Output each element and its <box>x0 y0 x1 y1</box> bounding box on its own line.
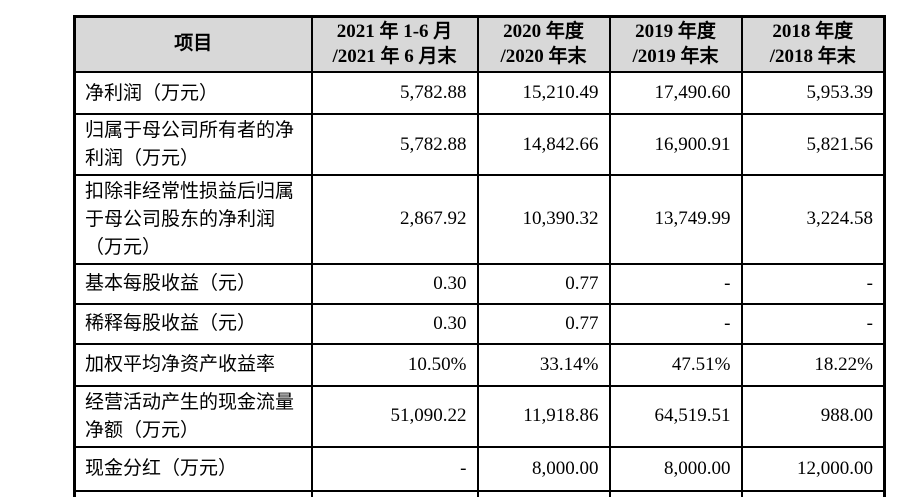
row-label: 经营活动产生的现金流量净额（万元） <box>73 385 313 449</box>
cell-value: 11,918.86 <box>476 385 611 449</box>
cell-value: 0.30 <box>310 303 479 346</box>
cell-value: 0.30 <box>310 263 479 306</box>
row-label: 归属于母公司所有者的净利润（万元） <box>73 113 313 177</box>
table-row-net-profit-excl-nonrecurring: 扣除非经常性损益后归属于母公司股东的净利润（万元） 2,867.92 10,39… <box>73 174 886 266</box>
cell-value: - <box>608 303 743 346</box>
cell-value: 3,224.58 <box>740 174 886 266</box>
table-header-row: 项目 2021 年 1-6 月 /2021 年 6 月末 2020 年度 /20… <box>73 15 886 74</box>
row-label: 基本每股收益（元） <box>73 263 313 306</box>
row-label: 现金分红（万元） <box>73 446 313 493</box>
cell-value: 64,519.51 <box>608 385 743 449</box>
cell-value: - <box>740 263 886 306</box>
row-label: 扣除非经常性损益后归属于母公司股东的净利润（万元） <box>73 174 313 266</box>
row-label: 稀释每股收益（元） <box>73 303 313 346</box>
cell-value: 51,090.22 <box>310 385 479 449</box>
cell-value: 0.77 <box>476 263 611 306</box>
cell-value: 13,749.99 <box>608 174 743 266</box>
table-row-diluted-eps: 稀释每股收益（元） 0.30 0.77 - - <box>73 303 886 346</box>
column-header-2018: 2018 年度 /2018 年末 <box>740 15 886 74</box>
column-header-2020: 2020 年度 /2020 年末 <box>476 15 611 74</box>
cell-value: 12,000.00 <box>740 446 886 493</box>
cell-value: 16,900.91 <box>608 113 743 177</box>
cell-value: 10.50% <box>310 343 479 388</box>
cell-value: - <box>608 263 743 306</box>
cell-value: 15,210.49 <box>476 71 611 116</box>
row-label: 加权平均净资产收益率 <box>73 343 313 388</box>
table-row-operating-cash-flow: 经营活动产生的现金流量净额（万元） 51,090.22 11,918.86 64… <box>73 385 886 449</box>
table-row-rd-ratio: 研发投入占营业收入的比例 3.85% 3.66% 3.70% 3.75% <box>73 490 886 497</box>
column-header-item: 项目 <box>73 15 313 74</box>
cell-value: 33.14% <box>476 343 611 388</box>
cell-value: 5,821.56 <box>740 113 886 177</box>
cell-value: 10,390.32 <box>476 174 611 266</box>
cell-value: 8,000.00 <box>608 446 743 493</box>
cell-value: 3.85% <box>310 490 479 497</box>
row-label: 研发投入占营业收入的比例 <box>73 490 313 497</box>
cell-value: 18.22% <box>740 343 886 388</box>
cell-value: 5,782.88 <box>310 71 479 116</box>
cell-value: 47.51% <box>608 343 743 388</box>
cell-value: 0.77 <box>476 303 611 346</box>
cell-value: 988.00 <box>740 385 886 449</box>
table-row-cash-dividend: 现金分红（万元） - 8,000.00 8,000.00 12,000.00 <box>73 446 886 493</box>
table-row-basic-eps: 基本每股收益（元） 0.30 0.77 - - <box>73 263 886 306</box>
cell-value: - <box>740 303 886 346</box>
table-row-weighted-roe: 加权平均净资产收益率 10.50% 33.14% 47.51% 18.22% <box>73 343 886 388</box>
cell-value: 5,782.88 <box>310 113 479 177</box>
cell-value: 3.70% <box>608 490 743 497</box>
table-row-net-profit: 净利润（万元） 5,782.88 15,210.49 17,490.60 5,9… <box>73 71 886 116</box>
cell-value: 5,953.39 <box>740 71 886 116</box>
cell-value: 3.66% <box>476 490 611 497</box>
column-header-2019: 2019 年度 /2019 年末 <box>608 15 743 74</box>
cell-value: - <box>310 446 479 493</box>
cell-value: 2,867.92 <box>310 174 479 266</box>
cell-value: 8,000.00 <box>476 446 611 493</box>
table-row-net-profit-parent: 归属于母公司所有者的净利润（万元） 5,782.88 14,842.66 16,… <box>73 113 886 177</box>
financial-summary-table: 项目 2021 年 1-6 月 /2021 年 6 月末 2020 年度 /20… <box>73 15 886 497</box>
column-header-2021: 2021 年 1-6 月 /2021 年 6 月末 <box>310 15 479 74</box>
cell-value: 17,490.60 <box>608 71 743 116</box>
cell-value: 14,842.66 <box>476 113 611 177</box>
row-label: 净利润（万元） <box>73 71 313 116</box>
cell-value: 3.75% <box>740 490 886 497</box>
